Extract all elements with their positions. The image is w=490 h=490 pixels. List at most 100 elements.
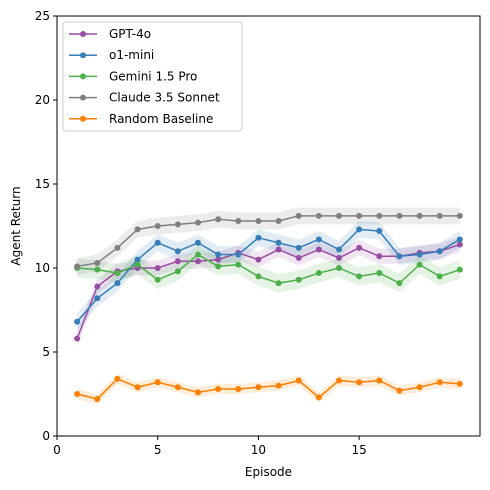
data-point <box>154 379 161 386</box>
data-point <box>295 276 302 283</box>
data-point <box>134 226 141 233</box>
data-point <box>295 377 302 384</box>
data-point <box>356 212 363 219</box>
legend-label: Random Baseline <box>109 112 213 126</box>
data-point <box>255 256 262 263</box>
legend-swatch-marker <box>80 31 86 37</box>
data-point <box>174 384 181 391</box>
data-point <box>94 259 101 266</box>
data-point <box>134 261 141 268</box>
data-point <box>134 384 141 391</box>
y-axis-label: Agent Return <box>9 186 23 265</box>
y-tick-label: 25 <box>35 9 50 23</box>
data-point <box>215 263 222 270</box>
data-point <box>336 254 342 261</box>
legend-swatch-marker <box>80 94 86 101</box>
x-tick-label: 10 <box>251 443 266 457</box>
data-point <box>255 273 262 280</box>
data-point <box>416 212 423 219</box>
data-point <box>315 212 322 219</box>
data-point <box>376 377 383 384</box>
data-point <box>154 223 161 229</box>
series-line-4 <box>76 377 460 400</box>
series-band-1 <box>77 220 460 331</box>
series-line-3 <box>77 215 460 268</box>
data-point <box>315 394 322 401</box>
data-point <box>114 244 121 251</box>
data-point <box>94 295 101 302</box>
x-tick-label: 0 <box>53 443 61 457</box>
data-point <box>376 270 383 277</box>
data-point <box>456 266 463 273</box>
data-point <box>195 389 201 396</box>
data-point <box>436 379 443 386</box>
y-tick-label: 15 <box>35 177 50 191</box>
data-point <box>275 382 282 389</box>
data-point <box>396 387 403 394</box>
data-point <box>456 380 463 387</box>
data-point <box>315 270 322 277</box>
data-point <box>356 226 363 233</box>
legend-label: Gemini 1.5 Pro <box>109 69 197 83</box>
data-point <box>255 384 262 391</box>
data-point <box>94 396 101 403</box>
y-tick-label: 5 <box>42 345 50 359</box>
y-axis-ticks: 0 5 10 15 20 25 <box>35 9 57 443</box>
data-point <box>114 280 121 287</box>
data-point <box>174 221 181 228</box>
data-point <box>255 234 262 241</box>
data-point <box>295 244 302 251</box>
x-tick-label: 15 <box>352 443 367 457</box>
data-point <box>154 239 161 246</box>
data-point <box>215 385 222 392</box>
data-point <box>74 391 81 397</box>
data-point <box>114 270 121 277</box>
data-point <box>275 246 282 253</box>
data-point <box>356 273 363 280</box>
data-point <box>336 212 342 219</box>
data-point <box>74 335 81 342</box>
data-point <box>235 261 242 268</box>
data-point <box>114 375 121 382</box>
data-point <box>356 379 363 386</box>
data-point <box>456 212 463 219</box>
series-line-2 <box>77 253 461 285</box>
data-point <box>376 228 383 235</box>
data-point <box>416 261 423 268</box>
data-point <box>416 384 423 391</box>
data-point <box>74 318 81 325</box>
y-tick-label: 20 <box>35 93 50 107</box>
data-point <box>275 239 282 246</box>
data-point <box>215 251 222 258</box>
y-tick-label: 10 <box>35 261 50 275</box>
data-point <box>215 256 222 263</box>
data-point <box>154 276 161 283</box>
data-point <box>94 283 101 290</box>
data-point <box>456 236 463 243</box>
legend-box <box>62 21 243 132</box>
data-point <box>336 377 342 384</box>
x-axis-ticks: 0 5 10 15 <box>53 436 367 457</box>
x-axis-label: Episode <box>245 465 292 479</box>
data-point <box>456 241 463 248</box>
data-point <box>174 258 181 265</box>
data-point <box>134 256 141 263</box>
data-point <box>396 280 403 287</box>
plot-frame <box>56 15 481 437</box>
series-line-1 <box>76 228 461 323</box>
data-point <box>416 251 423 258</box>
data-point <box>376 253 383 260</box>
legend-label: GPT-4o <box>109 27 151 41</box>
legend-swatch-marker <box>80 115 86 122</box>
series-lines <box>76 215 461 400</box>
data-point <box>195 251 201 258</box>
data-point <box>195 219 201 226</box>
data-point <box>195 239 201 246</box>
data-point <box>436 212 443 219</box>
data-point <box>376 212 383 219</box>
legend-label: o1-mini <box>109 48 154 62</box>
data-point <box>295 212 302 219</box>
x-tick-label: 5 <box>154 443 162 457</box>
legend-swatch-marker <box>80 52 86 59</box>
data-point <box>94 266 101 273</box>
